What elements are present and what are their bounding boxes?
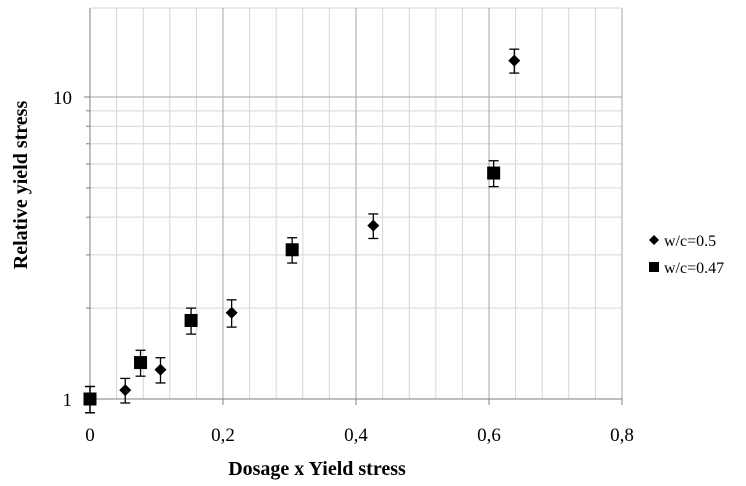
y-axis-title: Relative yield stress — [10, 101, 32, 270]
x-tick-label: 0 — [85, 425, 95, 446]
markers — [83, 54, 521, 406]
data-point-square — [184, 313, 198, 327]
legend-square-marker — [649, 262, 659, 272]
y-tick-label: 1 — [63, 390, 73, 411]
data-point-square — [134, 356, 148, 370]
axes — [84, 8, 623, 405]
legend-label-w-c-0-47: w/c=0.47 — [664, 260, 724, 277]
data-point-square — [285, 243, 299, 257]
error-bars — [85, 48, 520, 414]
x-tick-label: 0,2 — [211, 425, 235, 446]
y-tick-label: 10 — [53, 88, 72, 109]
tick-labels: 0 0,2 0,4 0,6 0,8 1 10 — [53, 88, 634, 446]
data-point-diamond — [154, 363, 167, 376]
data-point-diamond — [367, 219, 380, 232]
x-tick-label: 0,6 — [477, 425, 501, 446]
legend-diamond-marker — [649, 235, 659, 245]
grid-major — [90, 8, 623, 399]
x-tick-label: 0,8 — [610, 425, 634, 446]
data-point-diamond — [225, 306, 238, 319]
data-point-diamond — [508, 54, 521, 67]
legend-label-w-c-0-5: w/c=0.5 — [664, 233, 716, 250]
legend: w/c=0.5 w/c=0.47 — [649, 233, 724, 277]
data-point-square — [487, 166, 501, 180]
x-axis-title: Dosage x Yield stress — [228, 458, 406, 480]
data-point-square — [83, 392, 97, 406]
data-point-diamond — [119, 384, 132, 397]
x-tick-label: 0,4 — [344, 425, 368, 446]
